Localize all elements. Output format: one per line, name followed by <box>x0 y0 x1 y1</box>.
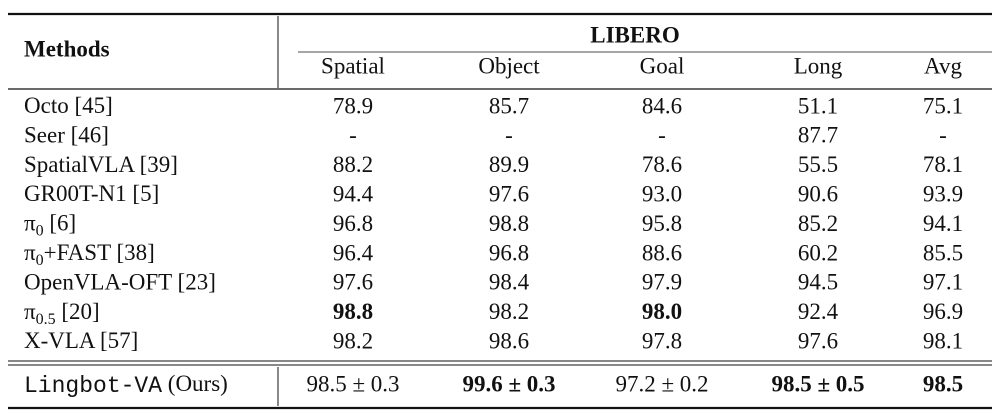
score-cell: 94.5 <box>798 270 838 295</box>
method-rest: [6] <box>44 211 77 236</box>
method-rest: (Ours) <box>162 371 228 396</box>
score-cell: 98.5 <box>923 371 963 396</box>
method-text: π <box>24 240 36 265</box>
score-cell: 85.2 <box>798 211 838 236</box>
score-cell: 84.6 <box>642 93 682 118</box>
score-cell: 94.4 <box>333 181 374 206</box>
score-cell: 96.8 <box>333 211 373 236</box>
method-name: X-VLA [57] <box>24 328 138 353</box>
method-text: Seer [46] <box>24 123 109 148</box>
score-cell: 87.7 <box>798 123 838 148</box>
method-name: Seer [46] <box>24 123 109 148</box>
score-cell: 96.9 <box>923 299 963 324</box>
method-rest: +FAST [38] <box>44 240 155 265</box>
score-cell: 96.4 <box>333 240 374 265</box>
method-text: SpatialVLA [39] <box>24 152 178 177</box>
method-text: Octo [45] <box>24 93 113 118</box>
score-cell: 78.1 <box>923 152 963 177</box>
method-name: SpatialVLA [39] <box>24 152 178 177</box>
score-cell: 98.8 <box>333 299 373 324</box>
score-cell: 88.6 <box>642 240 682 265</box>
method-subscript: 0.5 <box>36 310 56 327</box>
column-header: Goal <box>640 53 685 78</box>
score-cell: - <box>658 123 666 148</box>
score-cell: 85.7 <box>489 93 529 118</box>
score-cell: 55.5 <box>798 152 838 177</box>
score-cell: 97.9 <box>642 270 682 295</box>
score-cell: 90.6 <box>798 181 838 206</box>
score-cell: 97.6 <box>798 328 838 353</box>
score-cell: 97.1 <box>923 270 963 295</box>
score-cell: 99.6 ± 0.3 <box>462 371 555 396</box>
methods-header: Methods <box>24 36 110 61</box>
method-code: Lingbot-VA <box>24 373 162 399</box>
score-cell: 97.6 <box>333 270 373 295</box>
score-cell: - <box>349 123 357 148</box>
score-cell: 98.0 <box>642 299 682 324</box>
column-header: Long <box>794 53 843 78</box>
method-name: Lingbot-VA (Ours) <box>24 371 228 399</box>
method-text: X-VLA [57] <box>24 328 138 353</box>
score-cell: 96.8 <box>489 240 529 265</box>
score-cell: 95.8 <box>642 211 682 236</box>
method-name: π0 [6] <box>24 211 76 239</box>
score-cell: 60.2 <box>798 240 838 265</box>
score-cell: 98.2 <box>333 328 373 353</box>
score-cell: 97.8 <box>642 328 682 353</box>
score-cell: 78.6 <box>642 152 682 177</box>
score-cell: 51.1 <box>798 93 838 118</box>
method-rest: [20] <box>56 299 100 324</box>
score-cell: 98.2 <box>489 299 529 324</box>
score-cell: 98.4 <box>489 270 530 295</box>
score-cell: 98.5 ± 0.3 <box>306 371 399 396</box>
method-name: π0.5 [20] <box>24 299 100 327</box>
method-name: GR00T-N1 [5] <box>24 181 159 206</box>
method-subscript: 0 <box>36 222 44 239</box>
column-header: Object <box>478 53 540 78</box>
column-header: Spatial <box>321 53 385 78</box>
score-cell: 75.1 <box>923 93 963 118</box>
score-cell: 98.8 <box>489 211 529 236</box>
score-cell: 98.5 ± 0.5 <box>771 371 864 396</box>
score-cell: 78.9 <box>333 93 373 118</box>
score-cell: 92.4 <box>798 299 839 324</box>
score-cell: 98.1 <box>923 328 963 353</box>
method-name: OpenVLA-OFT [23] <box>24 270 216 295</box>
method-text: π <box>24 211 36 236</box>
score-cell: 85.5 <box>923 240 963 265</box>
method-name: π0+FAST [38] <box>24 240 155 268</box>
score-cell: 97.2 ± 0.2 <box>615 371 708 396</box>
score-cell: 94.1 <box>923 211 963 236</box>
score-cell: 97.6 <box>489 181 529 206</box>
score-cell: 98.6 <box>489 328 529 353</box>
score-cell: 89.9 <box>489 152 529 177</box>
score-cell: 88.2 <box>333 152 373 177</box>
method-name: Octo [45] <box>24 93 113 118</box>
method-subscript: 0 <box>36 252 44 269</box>
score-cell: 93.9 <box>923 181 963 206</box>
method-text: π <box>24 299 36 324</box>
score-cell: - <box>505 123 513 148</box>
method-text: GR00T-N1 [5] <box>24 181 159 206</box>
method-text: OpenVLA-OFT [23] <box>24 270 216 295</box>
column-header: Avg <box>924 53 962 78</box>
score-cell: - <box>939 123 947 148</box>
score-cell: 93.0 <box>642 181 682 206</box>
group-header: LIBERO <box>590 22 679 47</box>
